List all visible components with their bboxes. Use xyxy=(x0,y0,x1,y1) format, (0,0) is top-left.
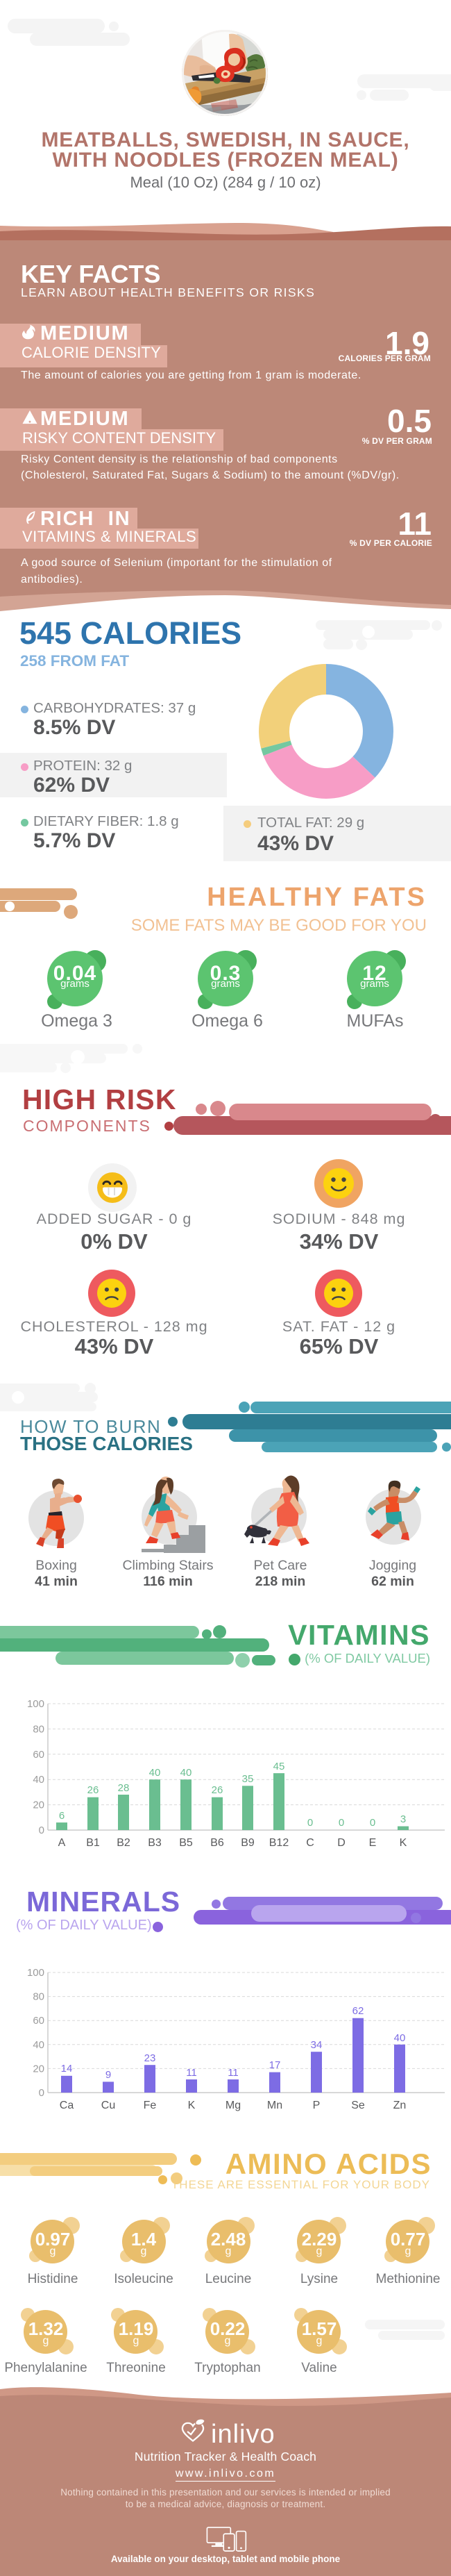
svg-text:34: 34 xyxy=(311,2039,323,2051)
svg-text:60: 60 xyxy=(33,2015,44,2027)
svg-text:C: C xyxy=(306,1837,314,1849)
svg-text:26: 26 xyxy=(87,1784,99,1796)
svg-text:80: 80 xyxy=(33,1991,44,2003)
svg-text:D: D xyxy=(337,1837,346,1849)
svg-text:60: 60 xyxy=(33,1749,44,1761)
svg-text:B1: B1 xyxy=(86,1837,100,1849)
svg-text:40: 40 xyxy=(149,1767,161,1779)
svg-text:Mn: Mn xyxy=(267,2100,282,2111)
svg-text:11: 11 xyxy=(228,2067,239,2079)
svg-text:K: K xyxy=(188,2100,196,2111)
svg-text:Mg: Mg xyxy=(226,2100,241,2111)
svg-text:40: 40 xyxy=(33,1774,44,1786)
svg-text:0: 0 xyxy=(370,1817,375,1829)
svg-text:K: K xyxy=(400,1837,407,1849)
svg-text:0: 0 xyxy=(39,1825,44,1836)
svg-text:100: 100 xyxy=(27,1967,44,1979)
svg-text:A: A xyxy=(58,1837,66,1849)
svg-text:B5: B5 xyxy=(179,1837,193,1849)
svg-text:E: E xyxy=(369,1837,377,1849)
svg-text:0: 0 xyxy=(307,1817,313,1829)
svg-text:B9: B9 xyxy=(241,1837,255,1849)
svg-text:14: 14 xyxy=(61,2063,73,2075)
svg-text:Zn: Zn xyxy=(393,2100,407,2111)
svg-text:80: 80 xyxy=(33,1723,44,1735)
svg-text:20: 20 xyxy=(33,2063,44,2075)
svg-text:B3: B3 xyxy=(148,1837,162,1849)
svg-text:40: 40 xyxy=(180,1767,192,1779)
svg-text:B6: B6 xyxy=(210,1837,224,1849)
svg-text:62: 62 xyxy=(352,2005,364,2017)
svg-text:26: 26 xyxy=(212,1784,223,1796)
svg-text:28: 28 xyxy=(118,1782,130,1794)
svg-text:23: 23 xyxy=(144,2052,156,2064)
svg-text:9: 9 xyxy=(105,2069,111,2081)
svg-text:B12: B12 xyxy=(269,1837,289,1849)
svg-text:35: 35 xyxy=(242,1773,254,1785)
svg-text:Ca: Ca xyxy=(60,2100,74,2111)
svg-text:11: 11 xyxy=(186,2067,197,2079)
svg-text:P: P xyxy=(313,2100,321,2111)
svg-text:3: 3 xyxy=(400,1813,406,1825)
svg-text:Cu: Cu xyxy=(101,2100,115,2111)
svg-text:40: 40 xyxy=(394,2032,406,2044)
svg-text:40: 40 xyxy=(33,2039,44,2051)
svg-text:100: 100 xyxy=(27,1698,44,1710)
svg-text:6: 6 xyxy=(59,1810,65,1822)
svg-text:B2: B2 xyxy=(117,1837,130,1849)
svg-text:17: 17 xyxy=(269,2059,281,2071)
svg-text:20: 20 xyxy=(33,1800,44,1811)
svg-text:0: 0 xyxy=(39,2087,44,2099)
svg-text:0: 0 xyxy=(339,1817,344,1829)
svg-text:45: 45 xyxy=(273,1761,285,1772)
svg-text:Fe: Fe xyxy=(144,2100,157,2111)
svg-text:Se: Se xyxy=(351,2100,365,2111)
